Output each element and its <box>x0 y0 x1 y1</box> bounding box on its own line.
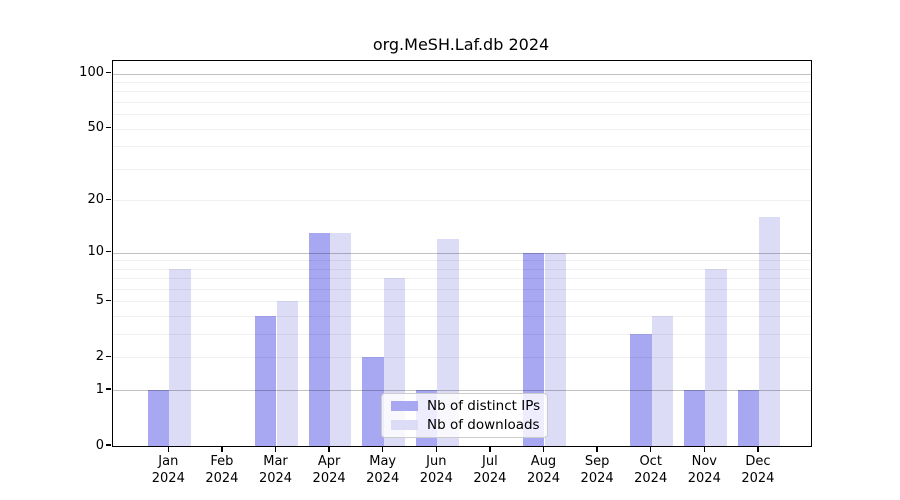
gridline-minor <box>113 200 811 202</box>
plot-area: Nb of distinct IPs Nb of downloads <box>112 60 812 447</box>
x-tick-label: Jun 2024 <box>409 453 463 487</box>
y-tick-label: 1 <box>95 381 104 397</box>
gridline-minor <box>113 128 811 130</box>
gridline-minor <box>113 260 811 262</box>
legend-label: Nb of distinct IPs <box>427 398 541 414</box>
x-tick-mark <box>381 446 384 452</box>
y-tick-label: 10 <box>87 244 104 259</box>
x-tick-year: 2024 <box>473 471 507 486</box>
x-tick-label: Apr 2024 <box>302 453 356 487</box>
bar-distinct-ips <box>255 316 277 446</box>
x-tick-mark <box>703 446 706 452</box>
x-tick-label: May 2024 <box>356 453 410 487</box>
x-tick-mark <box>649 446 652 452</box>
x-tick-year: 2024 <box>151 471 185 486</box>
bar-downloads <box>544 252 566 446</box>
gridline-minor <box>113 114 811 116</box>
x-tick-label: Sep 2024 <box>570 453 624 487</box>
y-tick-label: 100 <box>79 65 104 81</box>
chart-title: org.MeSH.Laf.db 2024 <box>372 35 550 54</box>
x-tick-year: 2024 <box>687 471 721 486</box>
x-tick-month: Feb <box>210 454 234 469</box>
x-tick-mark <box>221 446 223 452</box>
x-tick-label: Dec 2024 <box>731 453 785 487</box>
x-tick-year: 2024 <box>526 471 561 486</box>
bar-downloads <box>758 217 781 446</box>
x-tick-month: Jun <box>426 454 447 469</box>
legend-swatch <box>391 420 418 430</box>
x-tick-label: Mar 2024 <box>249 453 303 487</box>
x-tick-month: Jan <box>158 454 179 469</box>
y-tick-label: 2 <box>95 348 104 364</box>
x-tick-mark <box>167 446 170 452</box>
x-tick-month: Oct <box>639 454 662 469</box>
x-tick-month: Mar <box>263 454 288 469</box>
x-tick-label: Oct 2024 <box>624 453 678 487</box>
bar-distinct-ips <box>362 357 384 446</box>
x-tick-month: Jul <box>482 454 498 469</box>
bar-distinct-ips <box>308 233 331 446</box>
y-tick-label: 20 <box>87 191 104 207</box>
gridline-minor <box>113 91 811 93</box>
gridline-minor <box>113 82 811 83</box>
x-tick-mark <box>596 446 598 452</box>
legend-row: Nb of downloads <box>391 417 540 433</box>
x-tick-month: Sep <box>584 454 610 469</box>
x-tick-year: 2024 <box>580 471 614 486</box>
y-tick-mark <box>106 299 111 302</box>
legend-swatch <box>391 401 418 411</box>
x-tick-year: 2024 <box>205 471 239 486</box>
x-tick-label: Feb 2024 <box>195 453 249 487</box>
bar-distinct-ips <box>683 390 706 446</box>
y-tick-mark <box>106 388 111 390</box>
bar-downloads <box>651 316 674 446</box>
x-tick-month: May <box>369 454 397 469</box>
x-tick-year: 2024 <box>258 471 293 486</box>
x-tick-month: Dec <box>745 454 771 469</box>
x-tick-label: Jul 2024 <box>463 453 517 487</box>
y-tick-mark <box>106 126 111 129</box>
x-tick-mark <box>274 446 277 452</box>
x-tick-year: 2024 <box>419 471 453 486</box>
y-tick-mark <box>106 71 111 74</box>
x-tick-mark <box>435 446 438 452</box>
bar-downloads <box>705 268 727 446</box>
x-tick-mark <box>489 446 491 452</box>
bar-distinct-ips <box>737 390 759 446</box>
y-tick-mark <box>106 250 111 253</box>
x-tick-month: Apr <box>317 454 341 469</box>
bar-distinct-ips <box>630 334 652 446</box>
x-tick-year: 2024 <box>741 471 775 486</box>
y-tick-mark <box>106 355 111 358</box>
gridline-minor <box>113 102 811 103</box>
y-tick-label: 0 <box>95 437 104 453</box>
y-tick-mark <box>106 198 111 201</box>
x-tick-label: Jan 2024 <box>141 453 195 487</box>
legend: Nb of distinct IPs Nb of downloads <box>381 393 548 438</box>
gridline-minor <box>113 168 811 170</box>
y-tick-mark <box>106 444 111 446</box>
x-tick-mark <box>328 446 330 452</box>
x-tick-year: 2024 <box>366 471 400 486</box>
gridline-minor <box>113 146 811 148</box>
bar-distinct-ips <box>147 390 170 446</box>
x-tick-label: Nov 2024 <box>677 453 731 487</box>
x-tick-mark <box>757 446 759 452</box>
bar-downloads <box>169 268 191 446</box>
x-tick-year: 2024 <box>312 471 346 486</box>
bar-downloads <box>276 301 298 446</box>
x-tick-mark <box>542 446 545 452</box>
legend-row: Nb of distinct IPs <box>391 398 541 414</box>
x-tick-label: Aug 2024 <box>517 453 571 487</box>
gridline-major <box>113 73 811 75</box>
x-tick-month: Aug <box>530 454 557 469</box>
x-tick-year: 2024 <box>634 471 668 486</box>
gridline-major <box>113 252 811 254</box>
y-tick-label: 50 <box>87 120 104 136</box>
y-tick-label: 5 <box>95 292 104 308</box>
x-tick-month: Nov <box>691 454 717 469</box>
bar-downloads <box>330 233 352 446</box>
legend-label: Nb of downloads <box>427 417 540 433</box>
